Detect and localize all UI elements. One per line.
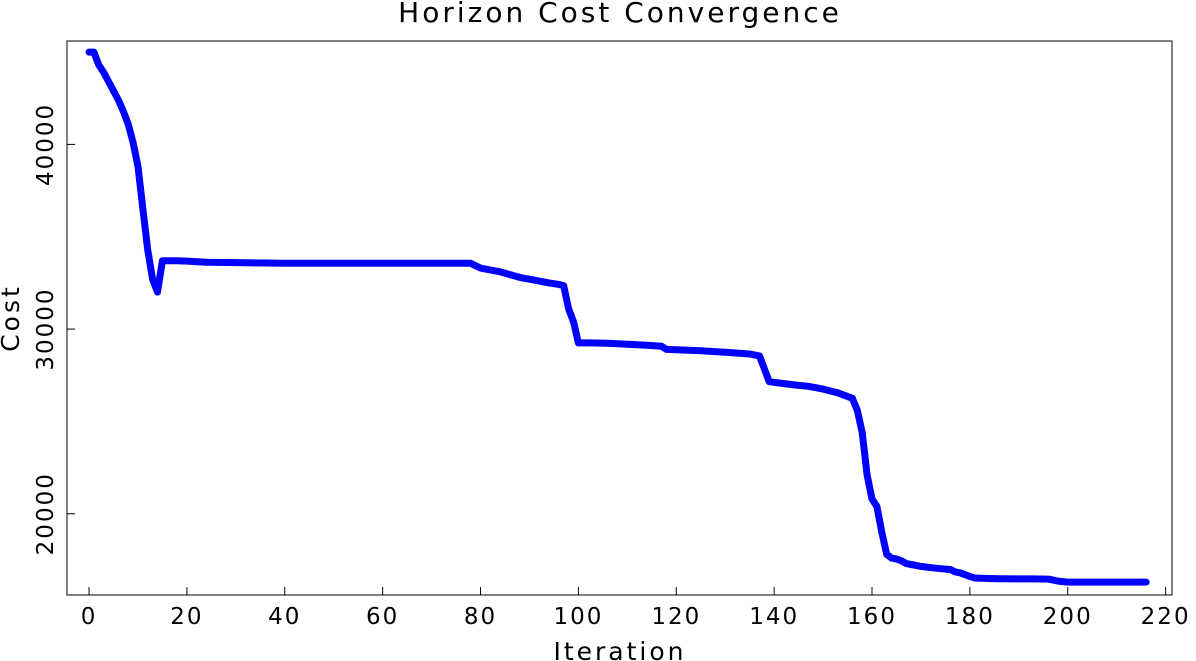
x-tick-label: 120 <box>651 604 701 630</box>
x-tick-label: 140 <box>749 604 799 630</box>
y-tick-label: 30000 <box>33 287 59 370</box>
x-tick-label: 160 <box>847 604 897 630</box>
x-tick-label: 20 <box>170 604 203 630</box>
plot-frame <box>66 40 1173 596</box>
y-axis-label: Cost <box>0 284 25 352</box>
y-axis: 20000 30000 40000 <box>33 103 75 555</box>
x-tick-label: 220 <box>1141 604 1191 630</box>
x-tick-label: 100 <box>553 604 603 630</box>
x-axis-label: Iteration <box>553 637 686 661</box>
x-tick-label: 180 <box>945 604 995 630</box>
y-tick-label: 40000 <box>33 103 59 186</box>
cost-series-line <box>85 48 1150 586</box>
x-tick-label: 60 <box>366 604 399 630</box>
x-tick-label: 0 <box>81 604 98 630</box>
x-axis: 0 20 40 60 80 100 120 140 160 180 200 220 <box>81 587 1191 630</box>
x-tick-label: 200 <box>1043 604 1093 630</box>
x-tick-label: 40 <box>268 604 301 630</box>
y-tick-label: 20000 <box>33 472 59 555</box>
chart-title: Horizon Cost Convergence <box>398 0 842 29</box>
x-tick-label: 80 <box>464 604 497 630</box>
